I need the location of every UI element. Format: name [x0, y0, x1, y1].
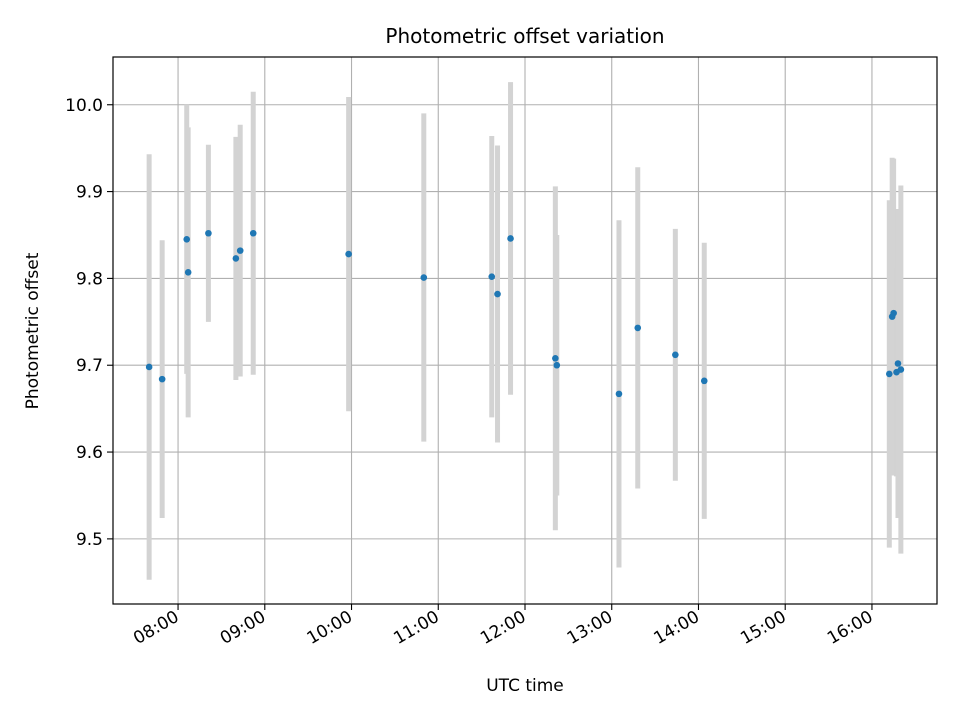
data-point: [552, 354, 559, 362]
y-tick-label: 9.5: [76, 530, 103, 550]
data-point: [897, 366, 905, 373]
grid: [113, 57, 937, 604]
data-point: [345, 250, 352, 258]
y-axis-title: Photometric offset: [23, 252, 43, 409]
data-point: [145, 363, 153, 371]
data-point: [672, 351, 679, 359]
y-tick-label: 10.0: [65, 96, 103, 116]
data-point: [894, 360, 902, 367]
y-tick-label: 9.6: [76, 443, 103, 463]
chart-title: Photometric offset variation: [385, 24, 664, 48]
data-point: [184, 269, 192, 276]
data-point: [885, 370, 893, 378]
data-point: [615, 390, 623, 398]
y-tick-label: 9.7: [76, 356, 103, 376]
y-axis-ticks: 9.5 9.6 9.7 9.8 9.9 10.0: [65, 96, 113, 550]
data-points: [145, 229, 905, 398]
data-point: [420, 274, 428, 281]
data-point: [553, 361, 561, 369]
y-tick-label: 9.8: [76, 269, 103, 289]
data-point: [158, 375, 166, 383]
data-point: [507, 235, 514, 242]
data-point: [488, 273, 496, 280]
data-point: [494, 290, 501, 298]
data-point: [205, 229, 212, 237]
x-axis-title: UTC time: [486, 676, 564, 696]
data-point: [183, 236, 191, 243]
data-point: [249, 229, 257, 237]
data-point: [634, 324, 642, 332]
data-point: [236, 247, 244, 254]
y-tick-label: 9.9: [76, 183, 103, 203]
data-point: [232, 255, 240, 262]
data-point: [890, 309, 897, 317]
data-point: [700, 377, 708, 385]
